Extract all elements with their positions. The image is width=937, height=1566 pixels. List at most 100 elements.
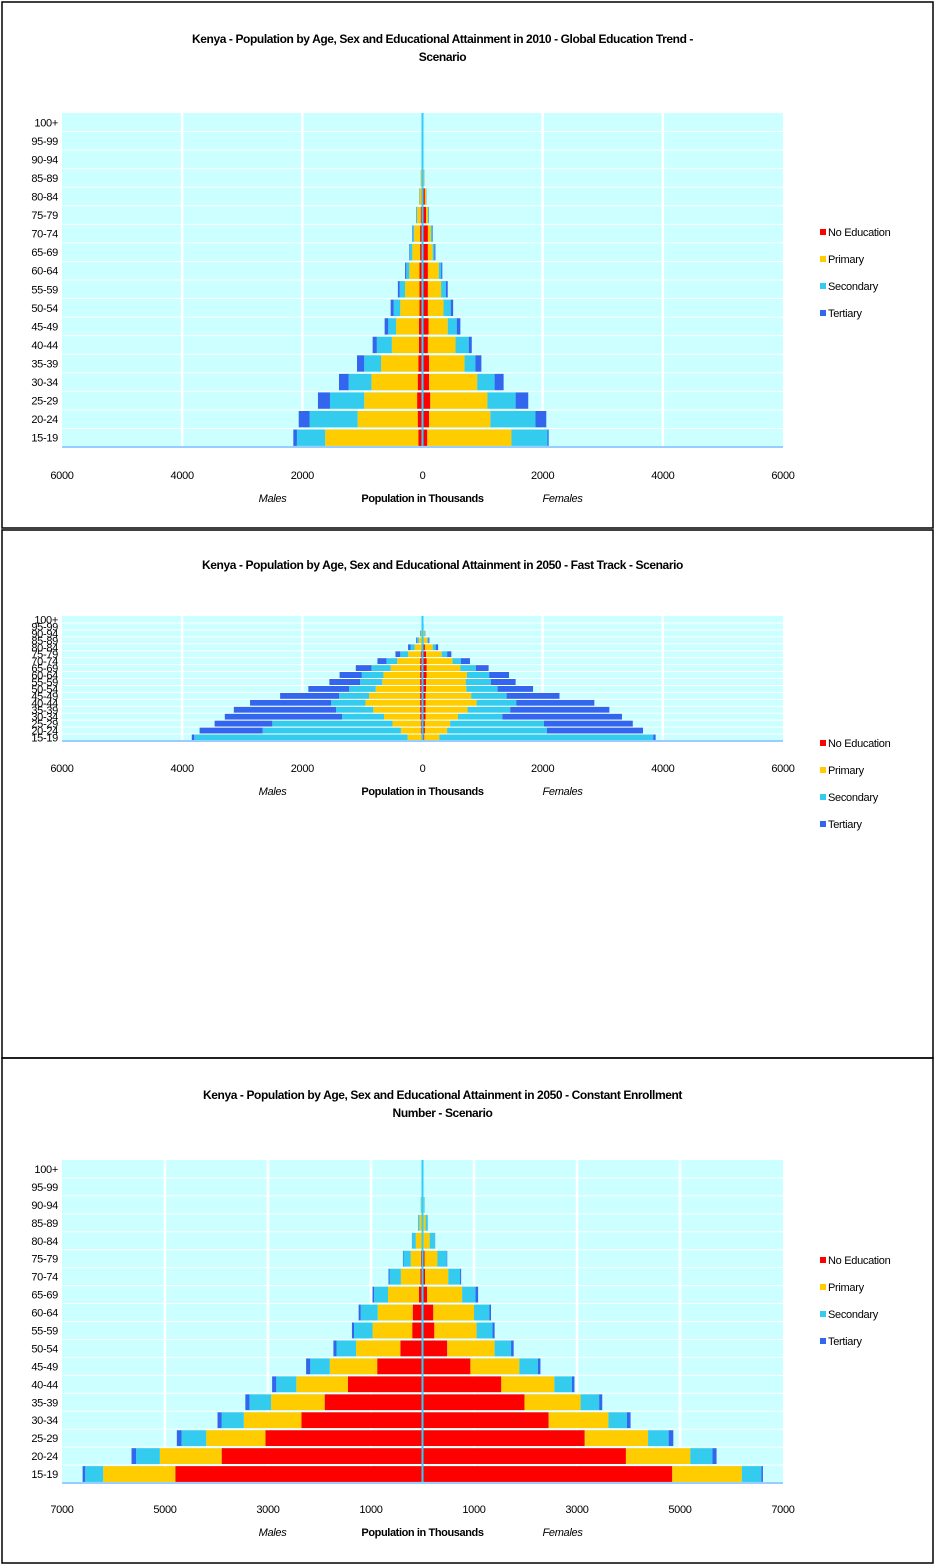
bar-male-no-education bbox=[420, 665, 423, 672]
bar-male-primary bbox=[206, 1430, 266, 1447]
legend-swatch bbox=[820, 1338, 826, 1344]
bar-female-tertiary bbox=[511, 1340, 514, 1357]
bar-male-no-education bbox=[420, 244, 423, 261]
bar-female-secondary bbox=[430, 225, 433, 242]
bar-male-no-education bbox=[419, 299, 423, 316]
x-tick-label: 1000 bbox=[359, 1504, 382, 1516]
bar-female-secondary bbox=[441, 651, 448, 658]
bar-female-secondary bbox=[457, 713, 503, 720]
bar-female-secondary bbox=[455, 336, 469, 354]
x-axis-title: Population in Thousands bbox=[361, 786, 483, 798]
bar-female-primary bbox=[427, 429, 512, 446]
bar-female-secondary bbox=[494, 1340, 512, 1357]
bar-male-no-education bbox=[420, 699, 423, 706]
bar-male-tertiary bbox=[384, 318, 389, 335]
bar-female-primary bbox=[548, 1412, 609, 1429]
bar-male-tertiary bbox=[409, 244, 410, 261]
x-tick-label: 2000 bbox=[291, 470, 314, 482]
bar-female-no-education bbox=[422, 713, 426, 720]
bar-male-secondary bbox=[403, 1250, 411, 1267]
bar-male-primary bbox=[377, 1304, 413, 1321]
bar-male-primary bbox=[392, 720, 421, 727]
bar-female-no-education bbox=[422, 1448, 626, 1464]
bar-female-tertiary bbox=[571, 1376, 575, 1393]
chart-title: Kenya - Population by Age, Sex and Educa… bbox=[203, 1088, 682, 1102]
bar-female-primary bbox=[447, 1340, 495, 1357]
bar-female-secondary bbox=[511, 429, 548, 446]
bar-female-secondary bbox=[466, 685, 498, 692]
age-group-label: 30-34 bbox=[31, 1415, 58, 1427]
bar-female-secondary bbox=[438, 262, 442, 279]
bar-female-primary bbox=[426, 665, 461, 672]
bar-male-primary bbox=[384, 713, 421, 720]
legend: No Education Primary Secondary Tertiary bbox=[820, 227, 891, 320]
age-group-label: 90-94 bbox=[31, 628, 58, 640]
bar-male-primary bbox=[296, 1376, 348, 1393]
legend-label: No Education bbox=[828, 1255, 891, 1267]
bar-male-primary bbox=[357, 411, 418, 428]
bar-male-secondary bbox=[371, 665, 391, 672]
bar-female-no-education bbox=[422, 1430, 585, 1447]
bar-male-no-education bbox=[417, 392, 423, 409]
x-tick-label: 5000 bbox=[153, 1504, 176, 1516]
bar-female-primary bbox=[422, 630, 425, 637]
bar-female-no-education bbox=[422, 727, 425, 734]
bar-male-tertiary bbox=[372, 336, 377, 354]
bar-male-tertiary bbox=[351, 1322, 355, 1339]
bar-male-primary bbox=[387, 1286, 419, 1303]
bar-male-tertiary bbox=[199, 727, 263, 734]
bar-male-tertiary bbox=[233, 706, 336, 713]
bar-female-no-education bbox=[422, 411, 430, 428]
bar-female-no-education bbox=[422, 355, 430, 372]
bar-male-primary bbox=[407, 734, 422, 741]
bar-female-no-education bbox=[422, 1322, 435, 1339]
age-group-label: 95-99 bbox=[31, 136, 58, 148]
legend-label: Primary bbox=[828, 254, 865, 266]
bar-female-no-education bbox=[422, 665, 427, 672]
bar-female-no-education bbox=[422, 1250, 425, 1267]
bar-female-secondary bbox=[432, 244, 435, 261]
age-group-label: 25-29 bbox=[31, 396, 58, 408]
bar-male-secondary bbox=[276, 1376, 297, 1393]
legend-label: Secondary bbox=[828, 1309, 879, 1321]
bar-female-primary bbox=[428, 318, 448, 335]
legend: No Education Primary Secondary Tertiary bbox=[820, 738, 891, 831]
age-group-label: 100+ bbox=[34, 1164, 58, 1176]
bar-female-secondary bbox=[465, 678, 491, 686]
bar-female-tertiary bbox=[428, 637, 430, 644]
x-tick-label: 7000 bbox=[50, 1504, 73, 1516]
bar-male-no-education bbox=[418, 429, 423, 446]
bar-female-no-education bbox=[422, 281, 428, 298]
bar-male-secondary bbox=[262, 727, 401, 734]
bar-female-tertiary bbox=[599, 1394, 603, 1411]
bar-female-tertiary bbox=[547, 429, 549, 446]
bar-male-tertiary bbox=[82, 1466, 86, 1482]
bar-male-tertiary bbox=[298, 411, 310, 428]
age-group-label: 50-54 bbox=[31, 303, 58, 315]
bar-male-secondary bbox=[310, 1358, 330, 1375]
x-tick-label: 4000 bbox=[651, 470, 674, 482]
x-tick-label: 7000 bbox=[771, 1504, 794, 1516]
bar-male-no-education bbox=[418, 1286, 423, 1303]
legend-label: Secondary bbox=[828, 281, 879, 293]
legend-swatch bbox=[820, 283, 826, 289]
bar-male-secondary bbox=[420, 1196, 422, 1213]
bar-male-primary bbox=[371, 373, 418, 391]
bar-female-primary bbox=[434, 1322, 477, 1339]
age-group-label: 40-44 bbox=[31, 1379, 58, 1391]
bar-male-no-education bbox=[420, 225, 423, 242]
bar-male-no-education bbox=[324, 1394, 423, 1411]
age-group-label: 55-59 bbox=[31, 1325, 58, 1337]
bar-male-primary bbox=[364, 392, 418, 409]
bar-male-primary bbox=[409, 262, 420, 279]
bar-female-primary bbox=[429, 355, 465, 372]
bar-male-tertiary bbox=[395, 651, 401, 658]
bar-female-no-education bbox=[422, 692, 426, 699]
chart-title: Scenario bbox=[419, 50, 467, 64]
legend-swatch bbox=[820, 1284, 826, 1290]
bar-male-tertiary bbox=[176, 1430, 182, 1447]
age-group-label: 30-34 bbox=[31, 377, 58, 389]
bar-female-no-education bbox=[422, 651, 427, 658]
bar-male-tertiary bbox=[390, 299, 394, 316]
bar-male-no-education bbox=[412, 1304, 423, 1321]
